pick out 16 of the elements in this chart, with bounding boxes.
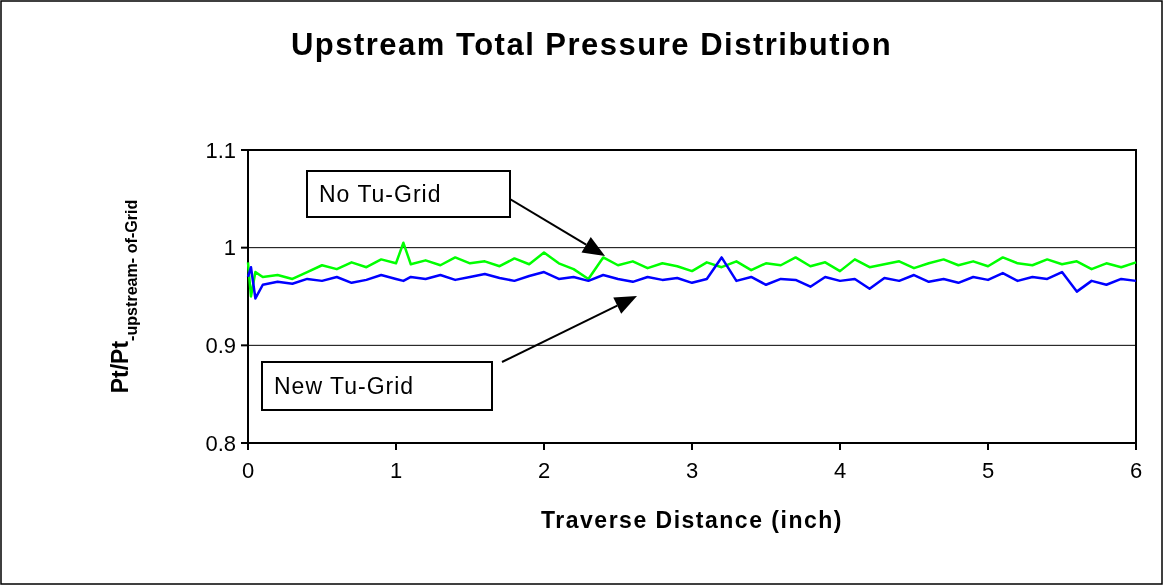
y-tick-label: 0.9 xyxy=(205,333,236,359)
x-tick-label: 5 xyxy=(981,458,995,483)
y-tick-label: 1 xyxy=(223,235,236,261)
x-axis-title: Traverse Distance (inch) xyxy=(541,507,843,533)
line-series xyxy=(246,256,1138,300)
chart-title: Upstream Total Pressure Distribution xyxy=(290,27,893,62)
x-tick-label: 2 xyxy=(537,458,551,483)
y-tick-label: 1.1 xyxy=(205,137,236,163)
annotation: New Tu-Grid xyxy=(274,373,415,400)
x-tick-label: 0 xyxy=(241,458,255,483)
annotation: No Tu-Grid xyxy=(319,181,442,208)
x-tick-label: 1 xyxy=(389,458,403,483)
x-tick-label: 4 xyxy=(833,458,847,483)
y-tick-label: 0.8 xyxy=(205,430,236,456)
x-tick-label: 3 xyxy=(685,458,699,483)
x-tick-label: 6 xyxy=(1129,458,1143,483)
